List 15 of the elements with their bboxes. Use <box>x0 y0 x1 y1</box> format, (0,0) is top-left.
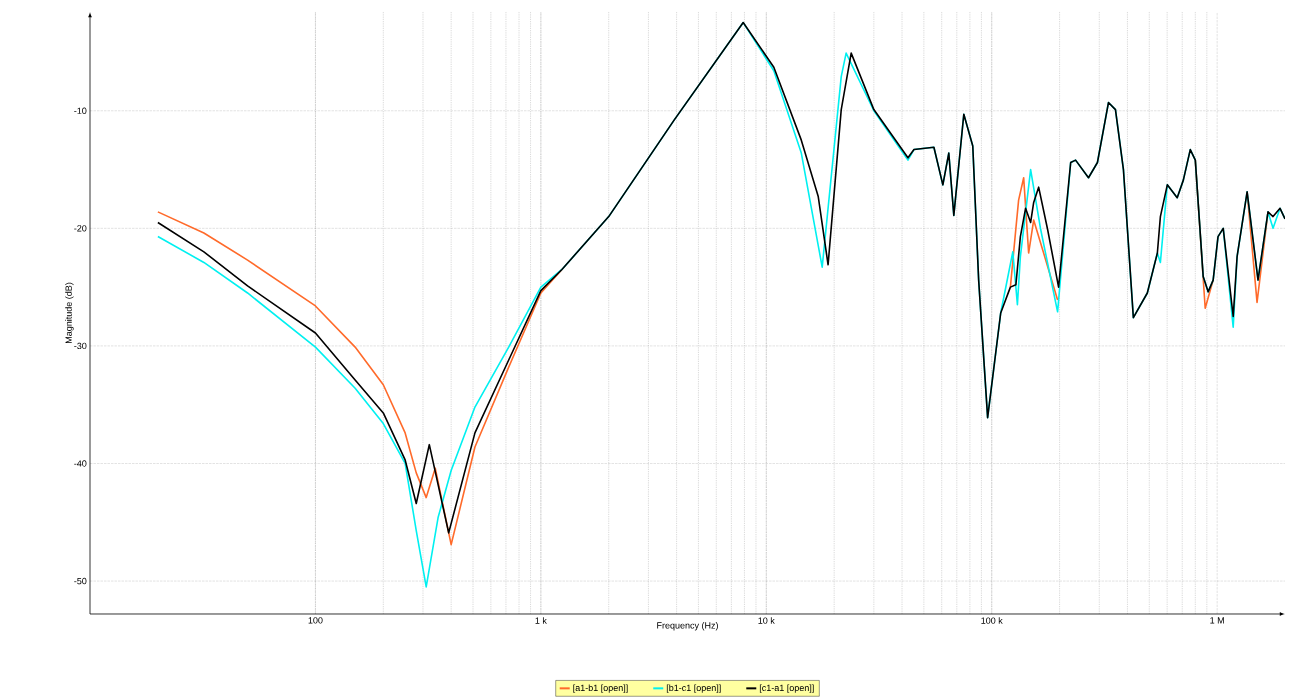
x-tick-label: 1 k <box>535 617 547 624</box>
x-tick-label: 100 k <box>981 617 1003 624</box>
y-tick-label: -20 <box>74 225 87 232</box>
x-tick-label: 100 <box>308 617 323 624</box>
y-tick-label: -40 <box>74 460 87 467</box>
y-tick-label: -50 <box>74 577 87 585</box>
y-tick-label: -30 <box>74 342 87 350</box>
x-axis-title: Frequency (Hz) <box>657 621 718 631</box>
x-tick-label: 10 k <box>758 617 775 624</box>
legend-label: [b1-c1 [open]] <box>666 684 721 693</box>
legend-label: [c1-a1 [open]] <box>759 684 814 693</box>
y-axis-title: Magnitude (dB) <box>65 282 74 344</box>
y-tick-label: -10 <box>74 107 87 114</box>
x-tick-label: 1 M <box>1210 617 1224 624</box>
legend-label: [a1-b1 [open]] <box>573 684 628 693</box>
